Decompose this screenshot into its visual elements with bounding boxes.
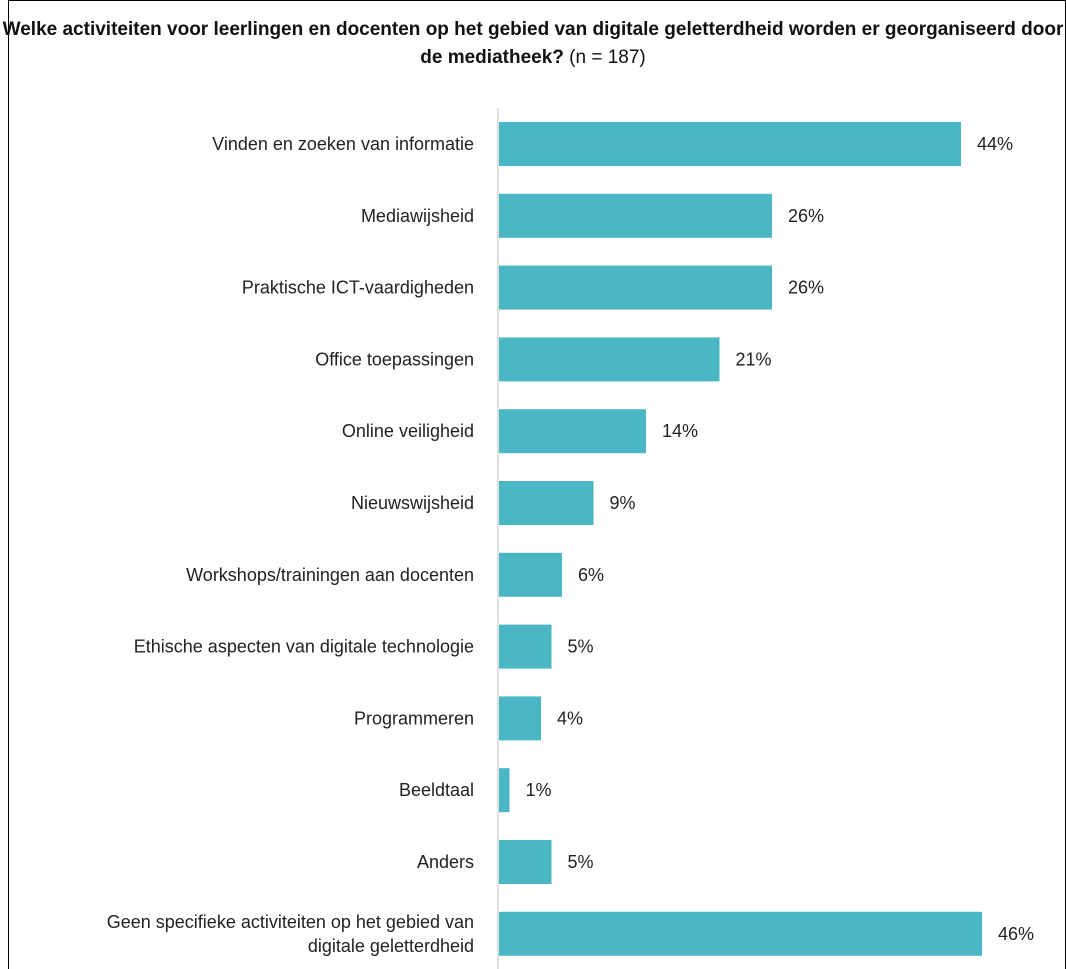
bar <box>499 481 594 525</box>
data-label: 26% <box>788 206 824 226</box>
bar <box>499 552 562 597</box>
data-label: 44% <box>977 134 1013 154</box>
data-label: 5% <box>568 637 594 657</box>
data-label: 6% <box>578 565 604 585</box>
chart-title-sample-size: (n = 187) <box>569 47 646 68</box>
data-label: 21% <box>736 349 772 369</box>
category-label: Geen specifieke activiteiten op het gebi… <box>107 912 474 956</box>
bar <box>499 265 772 310</box>
bar <box>499 337 720 382</box>
category-label: Office toepassingen <box>315 349 474 369</box>
category-label: Nieuwswijsheid <box>351 493 474 513</box>
bar <box>499 193 772 238</box>
data-label: 26% <box>788 278 824 298</box>
bar <box>499 624 552 669</box>
category-label: Praktische ICT-vaardigheden <box>242 278 474 298</box>
data-label: 46% <box>998 924 1034 944</box>
bar <box>499 911 982 956</box>
category-label: Beeldtaal <box>399 780 474 800</box>
chart-title: Welke activiteiten voor leerlingen en do… <box>0 16 1066 72</box>
category-label: Ethische aspecten van digitale technolog… <box>134 637 474 657</box>
data-label: 4% <box>557 708 583 728</box>
data-label: 1% <box>526 780 552 800</box>
chart-title-main: Welke activiteiten voor leerlingen en do… <box>2 19 1064 68</box>
category-label: Online veiligheid <box>342 421 474 441</box>
category-label: Programmeren <box>354 708 474 728</box>
category-label: Workshops/trainingen aan docenten <box>186 565 474 585</box>
bar <box>499 768 510 813</box>
bar <box>499 122 961 166</box>
bar <box>499 696 541 741</box>
data-label: 14% <box>662 421 698 441</box>
category-label: Vinden en zoeken van informatie <box>212 134 474 154</box>
data-label: 5% <box>568 852 594 872</box>
category-label: Anders <box>417 852 474 872</box>
bar <box>499 409 646 454</box>
category-label: Mediawijsheid <box>361 206 474 226</box>
data-label: 9% <box>610 493 636 513</box>
bar <box>499 840 552 884</box>
